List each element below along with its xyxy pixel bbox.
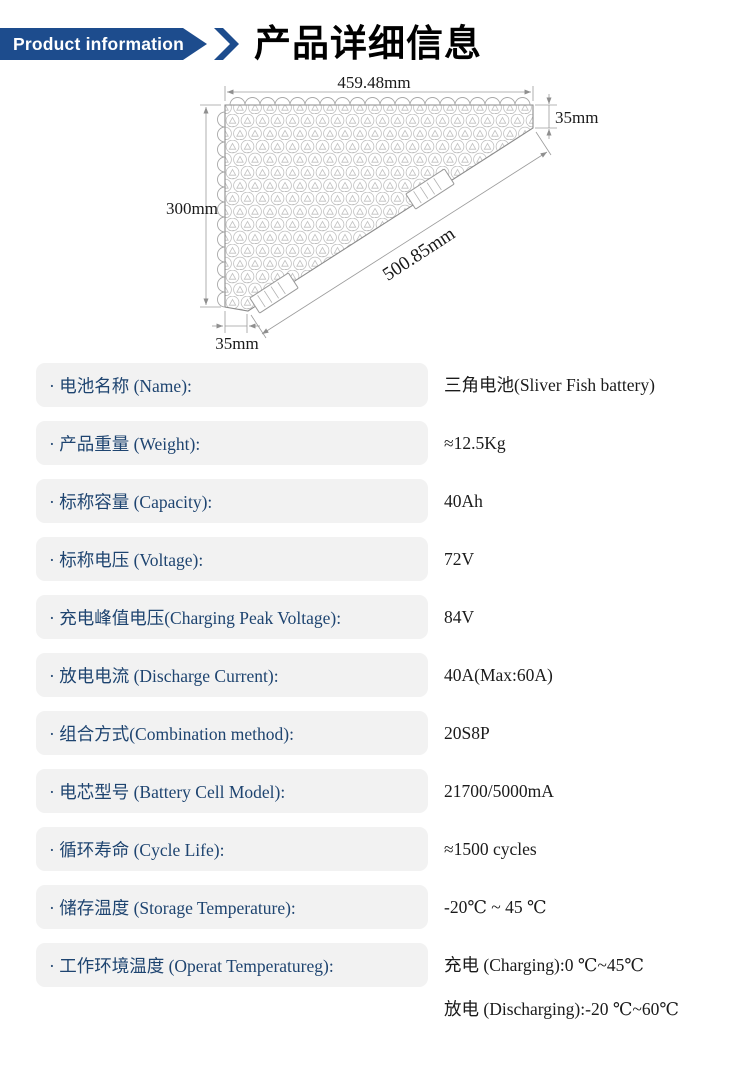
spec-row-charging-peak-voltage: · 充电峰值电压(Charging Peak Voltage): 84V — [36, 595, 726, 639]
spec-value: 21700/5000mA — [444, 781, 554, 801]
spec-value: 三角电池(Sliver Fish battery) — [444, 375, 655, 395]
page-title: 产品详细信息 — [254, 23, 482, 64]
dimension-lines — [203, 89, 552, 335]
spec-row-weight: · 产品重量 (Weight): ≈12.5Kg — [36, 421, 726, 465]
spec-row-cell-model: · 电芯型号 (Battery Cell Model): 21700/5000m… — [36, 769, 726, 813]
spec-row-capacity: · 标称容量 (Capacity): 40Ah — [36, 479, 726, 523]
spec-label: · 标称容量 (Capacity): — [36, 479, 428, 523]
spec-label: · 组合方式(Combination method): — [36, 711, 428, 755]
spec-label: · 储存温度 (Storage Temperature): — [36, 885, 428, 929]
left-edge-scallops — [217, 111, 226, 308]
spec-value-charging: 充电 (Charging):0 ℃~45℃ — [444, 955, 644, 975]
spec-value: 40A(Max:60A) — [444, 665, 553, 685]
spec-value: ≈1500 cycles — [444, 839, 537, 859]
dim-label-hypotenuse: 500.85mm — [379, 223, 459, 285]
spec-value: 20S8P — [444, 723, 490, 743]
top-edge-scallops — [229, 97, 531, 106]
spec-value: -20℃ ~ 45 ℃ — [444, 897, 547, 917]
dim-label-left-height: 300mm — [166, 199, 218, 218]
banner-label: Product information — [13, 34, 185, 54]
spec-label: · 标称电压 (Voltage): — [36, 537, 428, 581]
spec-label: · 循环寿命 (Cycle Life): — [36, 827, 428, 871]
spec-label: · 电芯型号 (Battery Cell Model): — [36, 769, 428, 813]
spec-label: · 电池名称 (Name): — [36, 363, 428, 407]
spec-value: 84V — [444, 607, 475, 627]
extension-lines — [200, 86, 557, 339]
battery-dimension-diagram: 459.48mm 300mm 35mm 35mm 500.85mm — [166, 73, 598, 353]
spec-row-name: · 电池名称 (Name): 三角电池(Sliver Fish battery) — [36, 363, 726, 407]
spec-value: 40Ah — [444, 491, 483, 511]
spec-label: · 产品重量 (Weight): — [36, 421, 428, 465]
spec-list: · 电池名称 (Name): 三角电池(Sliver Fish battery)… — [36, 363, 726, 1045]
banner-arrow-shape — [0, 28, 207, 60]
spec-value-multiline: 充电 (Charging):0 ℃~45℃ 放电 (Discharging):-… — [444, 943, 679, 1031]
spec-row-operating-temperature: · 工作环境温度 (Operat Temperatureg): 充电 (Char… — [36, 943, 726, 1031]
spec-row-voltage: · 标称电压 (Voltage): 72V — [36, 537, 726, 581]
spec-label: · 充电峰值电压(Charging Peak Voltage): — [36, 595, 428, 639]
chevron-right-icon — [214, 28, 239, 60]
dim-label-right-edge: 35mm — [555, 108, 598, 127]
header-banner-shape — [0, 28, 239, 60]
spec-row-cycle-life: · 循环寿命 (Cycle Life): ≈1500 cycles — [36, 827, 726, 871]
spec-row-combination-method: · 组合方式(Combination method): 20S8P — [36, 711, 726, 755]
dim-label-bottom-edge: 35mm — [215, 334, 258, 353]
dim-label-top-width: 459.48mm — [337, 73, 410, 92]
spec-value-discharging: 放电 (Discharging):-20 ℃~60℃ — [444, 999, 679, 1019]
spec-value: ≈12.5Kg — [444, 433, 506, 453]
spec-row-storage-temperature: · 储存温度 (Storage Temperature): -20℃ ~ 45 … — [36, 885, 726, 929]
spec-label: · 工作环境温度 (Operat Temperatureg): — [36, 943, 428, 987]
spec-value: 72V — [444, 549, 475, 569]
spec-label: · 放电电流 (Discharge Current): — [36, 653, 428, 697]
spec-row-discharge-current: · 放电电流 (Discharge Current): 40A(Max:60A) — [36, 653, 726, 697]
battery-pack-outline — [224, 104, 534, 312]
